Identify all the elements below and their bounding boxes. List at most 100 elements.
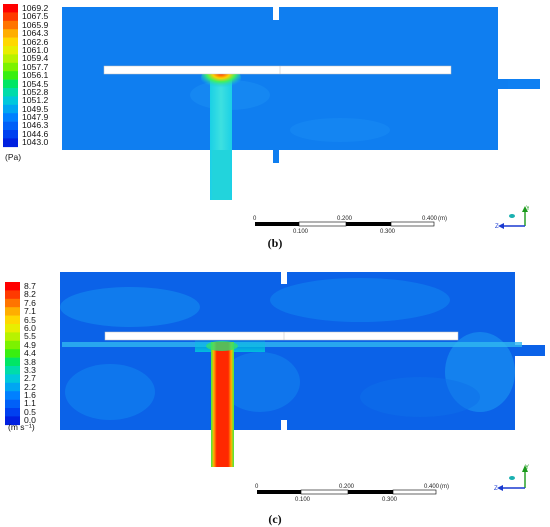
legend-tick: 1051.2 <box>22 95 49 106</box>
legend-swatch <box>3 12 18 22</box>
scale-label: 0.100 <box>293 229 309 235</box>
legend-tick: 1057.7 <box>22 61 49 72</box>
legend-tick: 6.5 <box>24 314 36 325</box>
legend-tick: 7.1 <box>24 306 36 317</box>
legend-swatch <box>3 62 18 72</box>
axis-z-label: Z <box>495 224 499 230</box>
legend-tick: 1059.4 <box>22 53 49 64</box>
legend-tick: 3.8 <box>24 356 36 367</box>
legend-tick: 0.5 <box>24 406 36 417</box>
legend-swatch <box>5 382 20 392</box>
length-scale-bar: 0 0.200 0.400 (m) 0.100 0.300 <box>253 216 447 235</box>
legend-tick: 1061.0 <box>22 44 49 55</box>
velocity-unit-label: (m s⁻¹) <box>8 422 35 432</box>
legend-tick: 1054.5 <box>22 78 49 89</box>
legend-tick: 5.5 <box>24 331 36 342</box>
axis-z-label: Z <box>494 486 498 492</box>
legend-swatch <box>3 121 18 131</box>
legend-swatch <box>3 79 18 89</box>
legend-tick: 1047.9 <box>22 112 49 123</box>
legend-tick: 2.2 <box>24 381 36 392</box>
legend-swatch <box>5 399 20 409</box>
legend-swatch <box>3 130 18 139</box>
legend-tick: 8.7 <box>24 281 36 291</box>
velocity-legend-bar <box>5 282 20 426</box>
axis-y-label: Y <box>525 465 529 471</box>
legend-swatch <box>5 391 20 400</box>
legend-tick: 3.3 <box>24 364 36 375</box>
legend-swatch <box>5 340 20 350</box>
scale-label: 0.300 <box>380 229 396 235</box>
legend-tick: 1044.6 <box>22 128 49 139</box>
scale-unit: (m) <box>440 484 449 490</box>
legend-swatch <box>3 71 18 80</box>
velocity-legend-labels: 8.7 8.2 7.6 7.1 6.5 6.0 5.5 4.9 4.4 3.8 … <box>24 281 36 426</box>
scale-label: 0.100 <box>295 497 311 503</box>
legend-tick: 1.6 <box>24 390 36 401</box>
panel-pressure: 1069.2 1067.5 1065.9 1064.3 1062.6 1061.… <box>3 3 540 250</box>
legend-swatch <box>5 307 20 316</box>
legend-swatch <box>5 416 20 426</box>
legend-tick: 8.2 <box>24 289 36 300</box>
legend-swatch <box>5 282 20 291</box>
legend-swatch <box>3 29 18 38</box>
legend-tick: 1043.0 <box>22 137 49 148</box>
legend-tick: 1.1 <box>24 398 36 409</box>
legend-tick: 4.9 <box>24 339 36 350</box>
scale-label: 0 <box>253 216 257 222</box>
legend-tick: 1049.5 <box>22 103 49 114</box>
legend-swatch <box>3 138 18 148</box>
legend-swatch <box>5 408 20 417</box>
legend-swatch <box>3 88 18 97</box>
tank-body <box>62 7 512 163</box>
velocity-contour-plot <box>5 272 545 467</box>
legend-tick: 1062.6 <box>22 36 49 47</box>
scale-label: 0.400 <box>422 216 438 222</box>
axis-triad-icon: Y Z <box>495 206 529 230</box>
axis-triad-icon: Y Z <box>494 465 529 492</box>
scale-label: 0 <box>255 484 259 490</box>
inlet-jet <box>211 342 234 467</box>
outlet-pipe <box>508 79 540 89</box>
legend-tick: 1067.5 <box>22 11 49 22</box>
legend-swatch <box>3 37 18 47</box>
legend-swatch <box>5 315 20 325</box>
legend-tick: 4.4 <box>24 348 36 359</box>
baffle-plate <box>104 331 459 341</box>
legend-swatch <box>5 332 20 342</box>
scale-label: 0.300 <box>382 497 398 503</box>
legend-tick: 1065.9 <box>22 19 49 30</box>
length-scale-bar: 0 0.200 0.400 (m) 0.100 0.300 <box>255 484 449 503</box>
legend-swatch <box>3 20 18 30</box>
legend-swatch <box>5 298 20 308</box>
pressure-contour-plot <box>3 4 540 200</box>
pressure-legend-bar <box>3 4 18 148</box>
legend-swatch <box>5 357 20 367</box>
legend-tick: 6.0 <box>24 322 36 333</box>
legend-tick: 7.6 <box>24 297 36 308</box>
legend-tick: 1069.2 <box>22 3 49 13</box>
scale-label: 0.400 <box>424 484 440 490</box>
legend-swatch <box>5 349 20 358</box>
axis-y-label: Y <box>526 206 529 212</box>
panel-velocity: 8.7 8.2 7.6 7.1 6.5 6.0 5.5 4.9 4.4 3.8 … <box>0 262 550 527</box>
figure-caption: (b) <box>267 236 283 250</box>
legend-swatch <box>5 324 20 333</box>
pressure-legend-labels: 1069.2 1067.5 1065.9 1064.3 1062.6 1061.… <box>22 3 49 148</box>
legend-swatch <box>3 113 18 122</box>
legend-tick: 1056.1 <box>22 70 49 81</box>
legend-tick: 1064.3 <box>22 28 49 39</box>
legend-tick: 1052.8 <box>22 86 49 97</box>
legend-swatch <box>5 290 20 300</box>
legend-swatch <box>5 366 20 375</box>
legend-swatch <box>3 4 18 13</box>
scale-label: 0.200 <box>339 484 355 490</box>
legend-tick: 2.7 <box>24 373 36 384</box>
legend-swatch <box>5 374 20 384</box>
baffle-plate <box>103 65 452 75</box>
legend-swatch <box>3 96 18 106</box>
scale-unit: (m) <box>438 216 447 222</box>
legend-tick: 0.0 <box>24 415 36 426</box>
scale-label: 0.200 <box>337 216 353 222</box>
legend-swatch <box>3 46 18 55</box>
